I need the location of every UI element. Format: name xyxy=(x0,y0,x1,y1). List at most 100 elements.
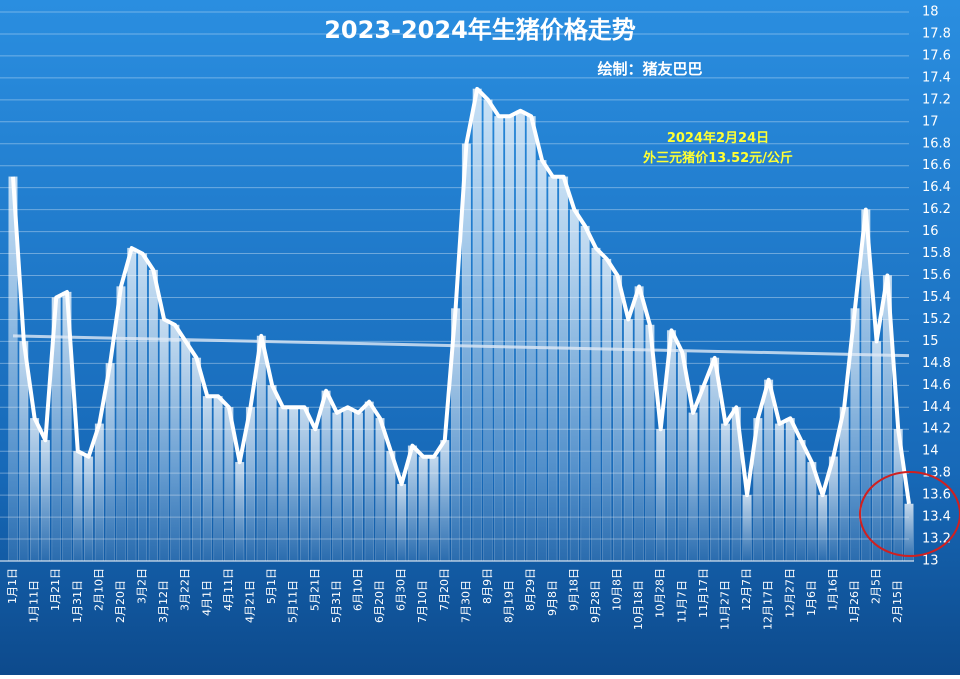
bar xyxy=(558,176,569,562)
y-tick-label: 13.8 xyxy=(922,466,951,481)
x-tick-label: 2月10日 xyxy=(92,568,105,611)
bar xyxy=(73,450,83,562)
x-tick-label: 3月12日 xyxy=(157,580,170,623)
x-tick-label: 3月2日 xyxy=(136,568,149,604)
bar xyxy=(191,357,202,562)
x-tick-label: 11月7日 xyxy=(675,580,688,623)
y-tick-label: 14.6 xyxy=(922,378,951,393)
x-tick-label: 6月30日 xyxy=(395,568,408,611)
bar xyxy=(202,396,212,562)
bar xyxy=(872,341,882,562)
bar xyxy=(213,396,223,562)
bar xyxy=(375,418,385,562)
bar xyxy=(137,253,148,562)
x-tick-label: 9月8日 xyxy=(546,580,559,616)
x-tick-label: 2月15日 xyxy=(891,580,904,623)
bar xyxy=(310,428,320,562)
annotation: 2024年2月24日 xyxy=(667,130,769,146)
highlight-circle xyxy=(859,471,960,557)
bar xyxy=(321,390,331,562)
y-tick-label: 15.2 xyxy=(922,312,951,327)
plot-area: 13 13.2 13.4 13.6 13.8 14 14.2 14.4 14.6 14.8 15 15… xyxy=(0,5,951,630)
bar xyxy=(569,209,579,562)
bar xyxy=(634,286,644,562)
y-tick-label: 15 xyxy=(922,334,939,349)
x-tick-label: 11月27日 xyxy=(718,580,731,630)
x-tick-label: 7月30日 xyxy=(459,580,472,623)
bar xyxy=(397,483,407,562)
y-tick-label: 13 xyxy=(922,554,939,569)
y-tick-label: 15.6 xyxy=(922,268,951,283)
trend-line xyxy=(12,334,910,358)
x-tick-label: 3月22日 xyxy=(179,568,192,611)
x-tick-label: 7月10日 xyxy=(416,580,429,623)
x-tick-label: 6月10日 xyxy=(351,568,364,611)
bar xyxy=(602,258,612,562)
bar xyxy=(386,450,396,562)
x-tick-label: 5月31日 xyxy=(330,580,343,623)
bar xyxy=(429,456,439,562)
bar xyxy=(699,385,709,562)
bar xyxy=(623,319,633,562)
bar xyxy=(440,439,450,562)
bar xyxy=(612,275,623,562)
x-tick-label: 2月20日 xyxy=(114,580,127,623)
y-tick-label: 15.4 xyxy=(922,290,951,305)
y-tick-label: 14.8 xyxy=(922,356,951,371)
price-line xyxy=(11,86,911,505)
x-tick-label: 6月20日 xyxy=(373,580,386,623)
y-tick-label: 17.6 xyxy=(922,48,951,63)
bar xyxy=(720,423,731,562)
bar xyxy=(472,88,482,562)
x-tick-label: 8月9日 xyxy=(481,568,494,604)
x-tick-label: 9月18日 xyxy=(567,568,580,611)
bar xyxy=(904,503,914,562)
bar xyxy=(170,324,180,562)
bar xyxy=(364,401,374,562)
bar xyxy=(148,269,158,562)
y-tick-label: 13.2 xyxy=(922,532,951,547)
x-tick-label: 5月1日 xyxy=(265,568,278,604)
bar xyxy=(818,494,828,562)
bar xyxy=(267,385,277,562)
x-tick-label: 12月17日 xyxy=(762,580,775,630)
x-tick-label: 4月1日 xyxy=(200,580,213,616)
bar xyxy=(796,439,806,562)
x-tick-label: 1月31日 xyxy=(71,580,84,623)
y-tick-label: 16.2 xyxy=(922,202,951,217)
x-tick-label: 1月21日 xyxy=(49,568,62,611)
y-tick-label: 17 xyxy=(922,114,939,129)
bar xyxy=(483,99,493,562)
chart-subtitle: 绘制：猪友巴巴 xyxy=(597,60,702,78)
x-tick-label: 10月8日 xyxy=(611,568,624,611)
bar xyxy=(116,286,126,562)
bar xyxy=(159,319,169,562)
y-tick-label: 17.2 xyxy=(922,92,951,107)
x-tick-label: 7月20日 xyxy=(438,568,451,611)
bar xyxy=(591,247,601,562)
bar xyxy=(537,159,547,562)
bar xyxy=(278,407,288,562)
bar xyxy=(40,439,50,562)
y-tick-label: 13.4 xyxy=(922,510,951,525)
bar xyxy=(332,412,342,562)
y-tick-label: 18 xyxy=(922,5,939,20)
x-tick-label: 9月28日 xyxy=(589,580,602,623)
bar xyxy=(764,379,774,562)
x-tick-label: 8月19日 xyxy=(503,580,516,623)
y-tick-label: 17.8 xyxy=(922,26,951,41)
bar xyxy=(289,407,299,562)
x-tick-label: 1月6日 xyxy=(805,580,818,616)
x-tick-label: 1月26日 xyxy=(848,580,861,623)
bar xyxy=(785,418,795,562)
bar xyxy=(181,341,191,562)
x-tick-label: 1月16日 xyxy=(826,568,839,611)
bar xyxy=(774,423,785,562)
bar xyxy=(353,412,364,562)
bar xyxy=(580,225,590,562)
bar xyxy=(127,247,137,562)
x-tick-label: 11月17日 xyxy=(697,568,710,618)
x-tick-label: 1月11日 xyxy=(28,580,41,623)
x-tick-label: 12月27日 xyxy=(783,568,796,618)
